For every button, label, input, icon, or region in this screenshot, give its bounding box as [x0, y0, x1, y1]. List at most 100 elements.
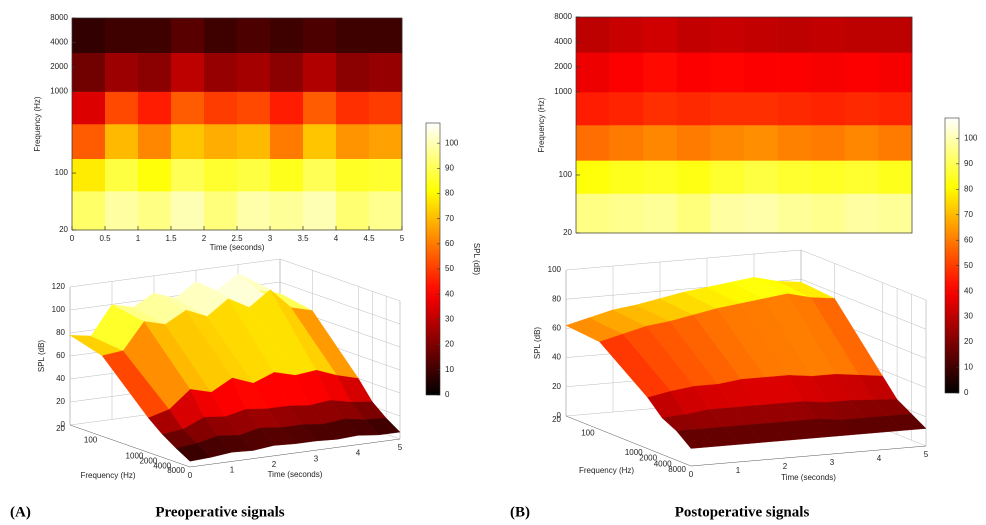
colorbar-tick-label: 20	[445, 340, 454, 349]
y-tick-label: 2	[783, 462, 788, 471]
heat-cell	[609, 160, 644, 194]
heat-cell	[811, 91, 846, 126]
y-tick-label: 1000	[554, 87, 572, 96]
heat-cell	[811, 125, 846, 161]
heat-cell	[878, 125, 913, 161]
heat-cell	[844, 52, 879, 93]
colorbar-tick-label: 50	[445, 264, 454, 273]
heat-cell	[710, 160, 745, 194]
colorbar-tick-label: 0	[964, 388, 969, 397]
heat-cell	[138, 91, 172, 125]
x-tick-label: 100	[581, 429, 595, 438]
heat-cell	[72, 52, 106, 92]
heat-cell	[237, 191, 271, 231]
axis-line	[189, 438, 401, 468]
heat-cell	[237, 18, 271, 54]
heat-cell	[844, 125, 879, 161]
y-tick-label: 1000	[50, 87, 68, 96]
heat-cell	[270, 18, 304, 54]
heat-cell	[609, 52, 644, 93]
heat-cell	[878, 91, 913, 126]
heat-cell	[369, 124, 403, 160]
heat-cell	[878, 17, 913, 53]
heat-cell	[576, 125, 610, 161]
heat-cell	[744, 193, 778, 234]
z-tick-label: 100	[52, 305, 66, 314]
grid-line	[565, 249, 802, 271]
heat-cell	[138, 18, 172, 54]
colorbar-label: SPL (dB)	[472, 243, 481, 275]
x-tick-label: 4.5	[363, 234, 375, 243]
x-tick-label: 4000	[153, 461, 171, 470]
axis-line	[565, 415, 692, 467]
heat-cell	[643, 125, 678, 161]
y-tick-label: 2000	[50, 62, 68, 71]
y-tick-label: 3	[314, 454, 319, 463]
surface-patch	[364, 417, 401, 436]
heat-cell	[171, 18, 205, 54]
heat-cell	[171, 124, 205, 160]
y-tick-label: 2	[272, 460, 277, 469]
heat-cell	[844, 91, 879, 126]
y-tick-label: 8000	[554, 12, 572, 21]
colorbar-tick-label: 10	[445, 365, 454, 374]
heat-cell	[369, 18, 403, 54]
z-tick-label: 120	[52, 282, 66, 291]
heat-cell	[105, 18, 139, 54]
heat-cell	[303, 52, 337, 92]
colorbar-tick-label: 40	[445, 289, 454, 298]
y-tick-label: 1	[736, 466, 741, 475]
heat-cell	[643, 193, 678, 234]
colorbar-tick-label: 70	[445, 214, 454, 223]
colorbar-tick-label: 100	[445, 138, 459, 147]
heat-cell	[303, 191, 337, 231]
heat-cell	[844, 193, 879, 234]
y-tick-label: 100	[55, 168, 69, 177]
colorbar-tick-label: 60	[964, 235, 973, 244]
x-tick-label: 20	[552, 415, 561, 424]
heat-cell	[576, 91, 610, 126]
heat-cell	[204, 124, 238, 160]
heat-cell	[710, 52, 745, 93]
heat-cell	[336, 52, 370, 92]
colorbar-tick-label: 50	[964, 261, 973, 270]
heat-cell	[844, 17, 879, 53]
heat-cell	[744, 91, 778, 126]
heat-cell	[204, 158, 238, 192]
y-axis-label: Frequency (Hz)	[537, 97, 546, 152]
heat-cell	[844, 160, 879, 194]
colorbar-tick-label: 0	[445, 390, 450, 399]
heat-cell	[171, 52, 205, 92]
heat-cell	[204, 18, 238, 54]
grid-line	[279, 258, 401, 302]
heat-cell	[270, 52, 304, 92]
colorbar-tick-label: 20	[964, 337, 973, 346]
heat-cell	[336, 124, 370, 160]
x-tick-label: 4	[334, 234, 339, 243]
y-axis-label: Time (seconds)	[781, 473, 836, 482]
heat-cell	[204, 191, 238, 231]
heat-cell	[777, 91, 812, 126]
z-tick-label: 80	[56, 328, 65, 337]
heat-cell	[710, 17, 745, 53]
z-tick-label: 0	[61, 420, 66, 429]
x-tick-label: 2000	[639, 454, 657, 463]
plot-frame	[575, 16, 913, 234]
z-tick-label: 40	[552, 353, 561, 362]
heat-cell	[369, 191, 403, 231]
axis-line	[690, 445, 927, 467]
colorbar-tick-label: 80	[445, 189, 454, 198]
heat-cell	[676, 52, 711, 93]
heat-cell	[336, 91, 370, 125]
panel-label: (A)	[10, 504, 31, 520]
heat-cell	[270, 91, 304, 125]
heat-cell	[72, 124, 106, 160]
x-tick-label: 100	[84, 435, 98, 444]
heat-cell	[138, 191, 172, 231]
heat-cell	[609, 125, 644, 161]
heat-cell	[171, 191, 205, 231]
heat-cell	[744, 125, 778, 161]
x-tick-label: 8000	[167, 466, 185, 475]
heat-cell	[643, 52, 678, 93]
